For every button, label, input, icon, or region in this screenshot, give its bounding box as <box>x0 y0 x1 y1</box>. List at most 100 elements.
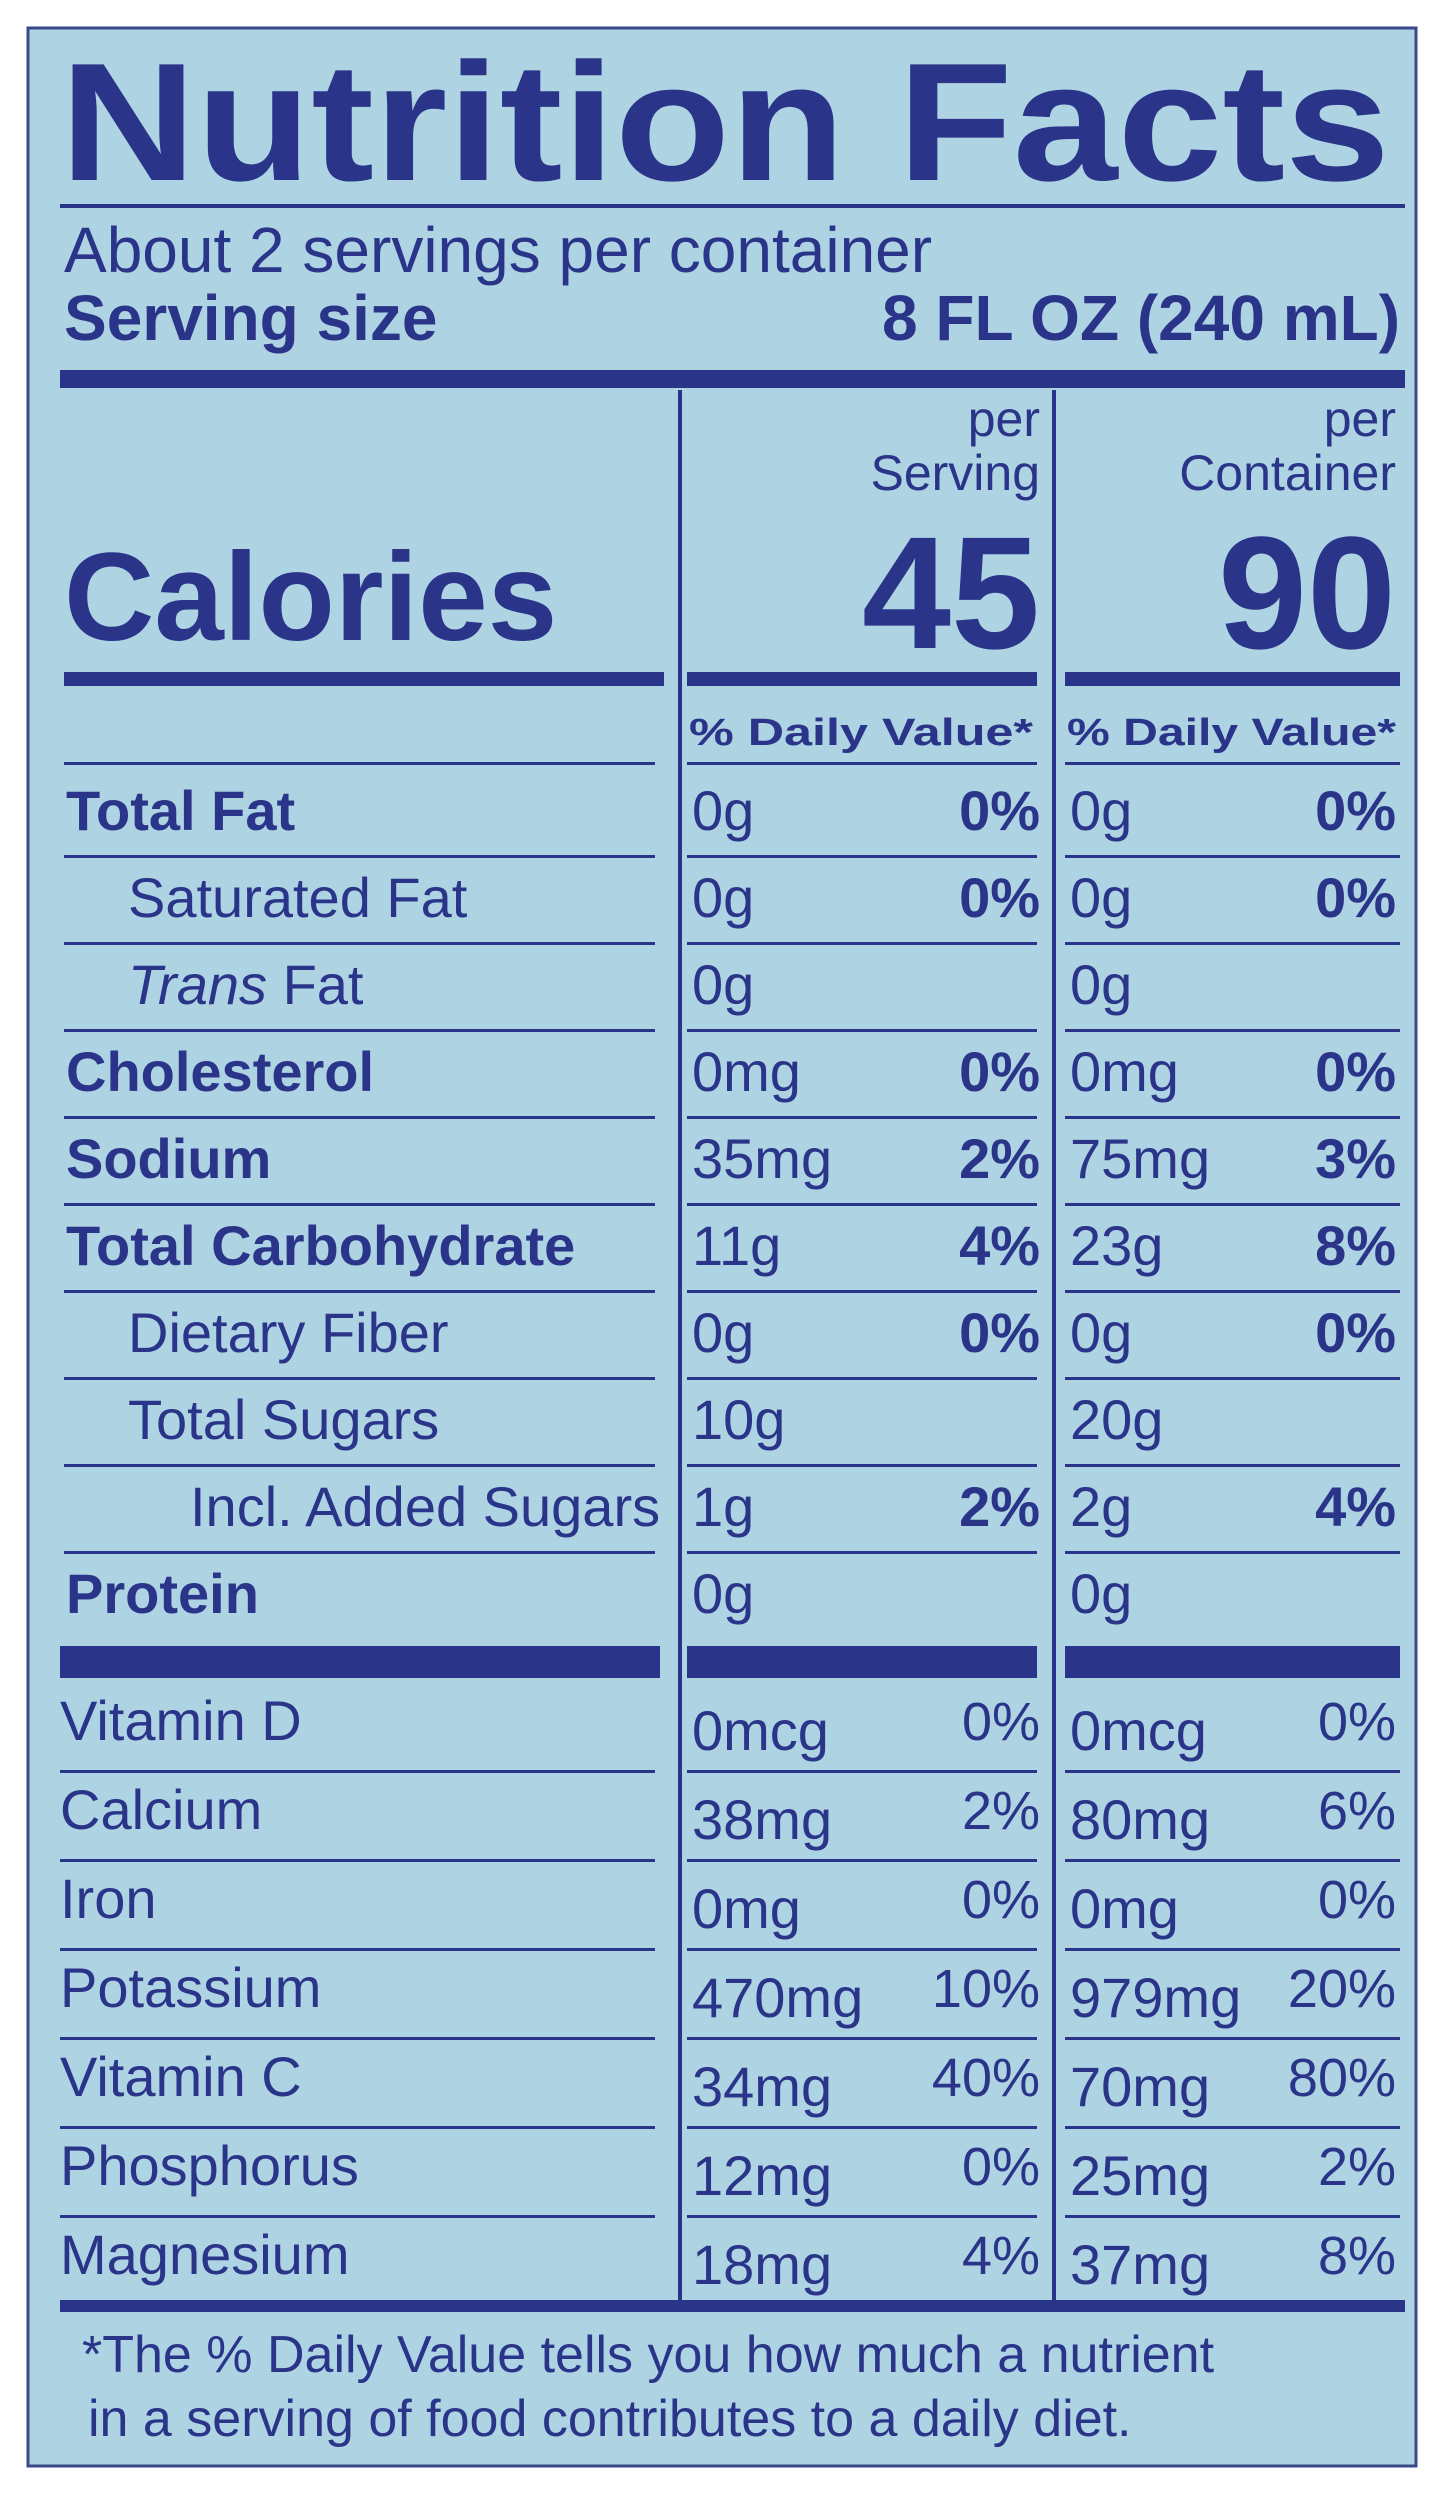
rule <box>1065 1377 1400 1380</box>
amount: 1g <box>692 1475 754 1538</box>
rule <box>60 2126 655 2129</box>
amount: 70mg <box>1070 2055 1210 2118</box>
daily-value: 2% <box>959 1127 1040 1190</box>
daily-value: 0% <box>959 1301 1040 1364</box>
rule <box>1065 1203 1400 1206</box>
daily-value: 8% <box>1315 1214 1396 1277</box>
serving-size-value: 8 FL OZ (240 mL) <box>882 282 1400 354</box>
rule <box>687 1646 1037 1678</box>
rule <box>60 204 1405 208</box>
daily-value: 2% <box>1318 2137 1396 2197</box>
daily-value: 6% <box>1318 1781 1396 1841</box>
column-header: per <box>968 391 1040 447</box>
nutrient-name: Total Carbohydrate <box>66 1214 575 1277</box>
nutrient-name: Incl. Added Sugars <box>190 1475 660 1538</box>
daily-value: 0% <box>1315 1040 1396 1103</box>
nutrient-name: Saturated Fat <box>128 866 468 929</box>
calories-value: 90 <box>1218 503 1396 682</box>
rule <box>687 1290 1037 1293</box>
vitamin-name: Calcium <box>60 1778 262 1841</box>
nutrient-name-text: Incl. Added Sugars <box>190 1475 660 1538</box>
amount: 470mg <box>692 1966 863 2029</box>
rule <box>64 1116 655 1119</box>
nutrient-name: Cholesterol <box>66 1040 374 1103</box>
rule <box>60 1859 655 1862</box>
rule <box>60 2037 655 2040</box>
rule <box>64 942 655 945</box>
rule <box>1065 1859 1400 1862</box>
thick-rule <box>64 672 664 686</box>
rule <box>1065 762 1400 765</box>
column-divider <box>1052 390 1056 2310</box>
title: Nutrition Facts <box>60 28 1390 216</box>
amount: 38mg <box>692 1788 832 1851</box>
daily-value: 4% <box>962 2226 1040 2286</box>
rule <box>64 1377 655 1380</box>
amount: 37mg <box>1070 2233 1210 2296</box>
amount: 979mg <box>1070 1966 1241 2029</box>
rule <box>687 1859 1037 1862</box>
rule <box>1065 1646 1400 1678</box>
daily-value: 0% <box>1315 1301 1396 1364</box>
nutrient-name-text: Sodium <box>66 1127 271 1190</box>
amount: 11g <box>692 1214 781 1277</box>
amount: 20g <box>1070 1388 1163 1451</box>
daily-value-header: % Daily Value* <box>1067 712 1396 754</box>
rule <box>687 1116 1037 1119</box>
rule <box>60 1770 655 1773</box>
footnote: in a serving of food contributes to a da… <box>88 2390 1132 2448</box>
amount: 0g <box>1070 1562 1132 1625</box>
amount: 18mg <box>692 2233 832 2296</box>
daily-value: 0% <box>959 1040 1040 1103</box>
vitamin-name: Phosphorus <box>60 2134 359 2197</box>
amount: 80mg <box>1070 1788 1210 1851</box>
rule <box>687 1770 1037 1773</box>
amount: 0mcg <box>692 1699 829 1762</box>
daily-value: 0% <box>962 2137 1040 2197</box>
rule <box>64 762 655 765</box>
daily-value: 2% <box>959 1475 1040 1538</box>
rule <box>687 1029 1037 1032</box>
thick-rule <box>60 370 1405 388</box>
rule <box>687 1377 1037 1380</box>
amount: 0g <box>692 953 754 1016</box>
daily-value: 0% <box>959 779 1040 842</box>
rule <box>687 855 1037 858</box>
calories-value: 45 <box>862 503 1040 682</box>
rule <box>60 1646 660 1678</box>
daily-value: 2% <box>962 1781 1040 1841</box>
rule <box>1065 1551 1400 1554</box>
daily-value-header: % Daily Value* <box>689 712 1033 754</box>
rule <box>1065 2037 1400 2040</box>
amount: 2g <box>1070 1475 1132 1538</box>
rule <box>687 2037 1037 2040</box>
nutrient-name-text: Saturated Fat <box>128 866 468 929</box>
footnote: *The % Daily Value tells you how much a … <box>82 2326 1215 2384</box>
daily-value: 0% <box>962 1870 1040 1930</box>
amount: 0g <box>692 1301 754 1364</box>
nutrient-name-text: Dietary Fiber <box>128 1301 449 1364</box>
rule <box>64 1029 655 1032</box>
column-header: Container <box>1179 445 1396 501</box>
nutrient-name: Sodium <box>66 1127 271 1190</box>
amount: 35mg <box>692 1127 832 1190</box>
amount: 0g <box>692 779 754 842</box>
rule <box>687 942 1037 945</box>
amount: 12mg <box>692 2144 832 2207</box>
daily-value: 0% <box>1318 1692 1396 1752</box>
vitamin-name: Vitamin C <box>60 2045 302 2108</box>
amount: 0mg <box>692 1877 801 1940</box>
rule <box>64 1290 655 1293</box>
nutrient-name: Trans Fat <box>128 953 364 1016</box>
amount: 75mg <box>1070 1127 1210 1190</box>
column-header: Serving <box>870 445 1040 501</box>
amount: 0g <box>692 1562 754 1625</box>
rule <box>687 2126 1037 2129</box>
serving-size-label: Serving size <box>64 282 438 354</box>
amount: 25mg <box>1070 2144 1210 2207</box>
rule <box>1065 1116 1400 1119</box>
rule <box>1065 1770 1400 1773</box>
rule <box>1065 2215 1400 2218</box>
amount: 0g <box>692 866 754 929</box>
